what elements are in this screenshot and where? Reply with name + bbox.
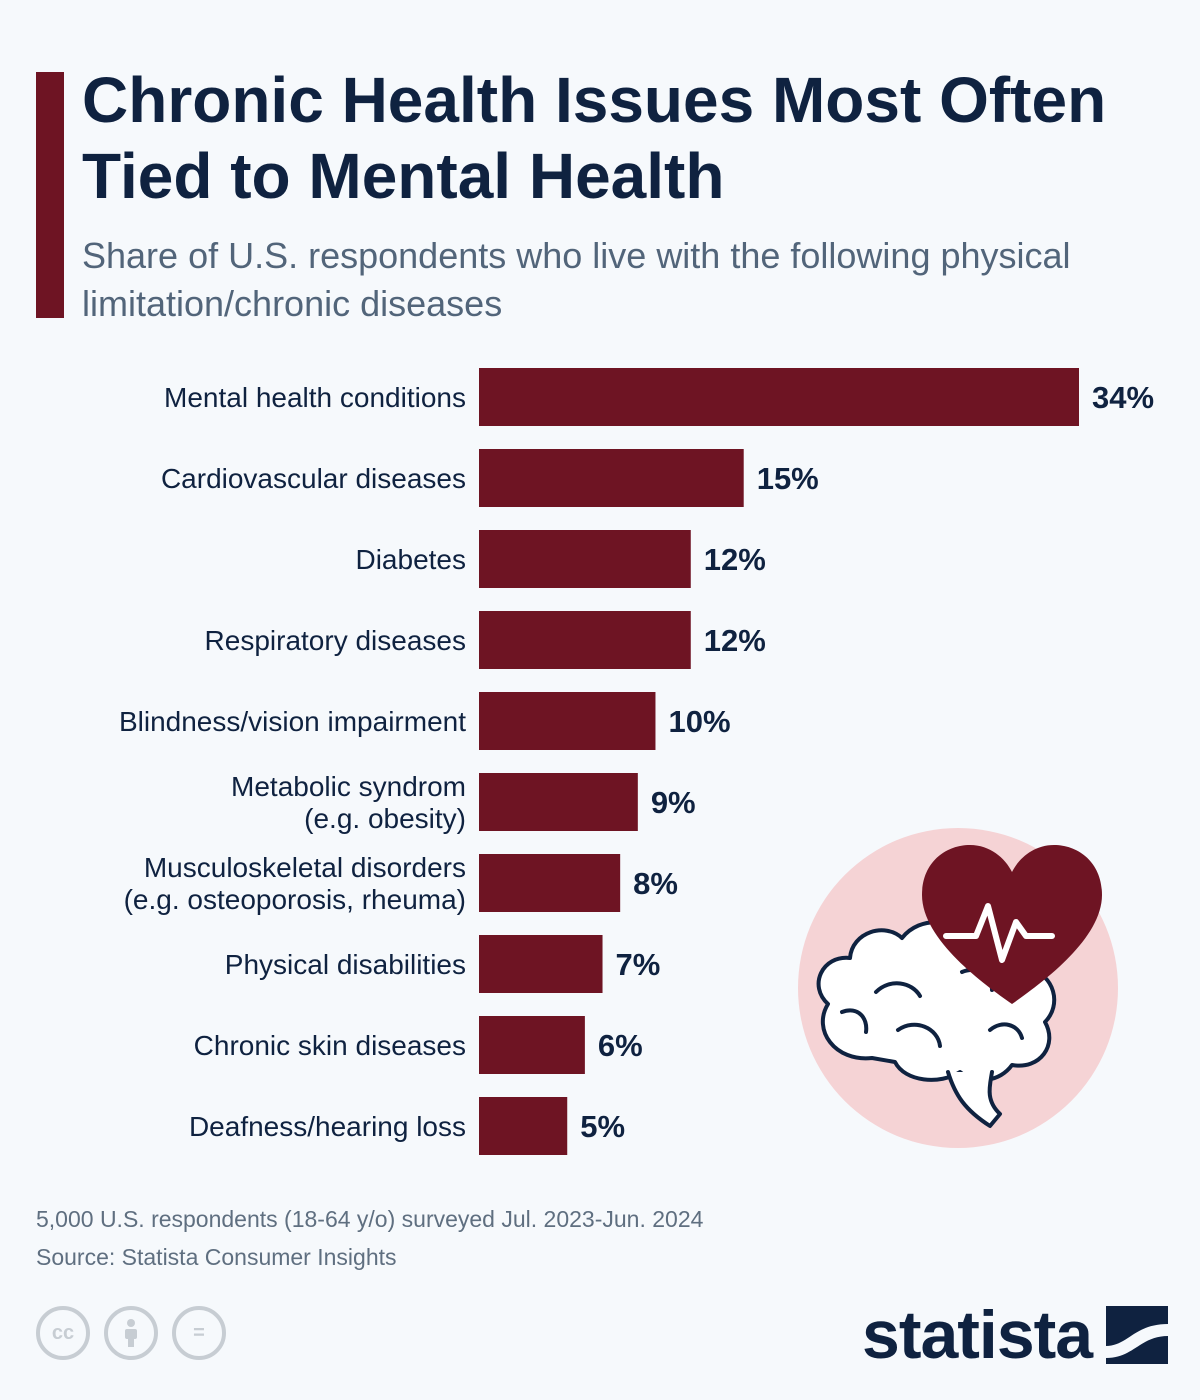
bar [479, 854, 621, 912]
value-label: 8% [633, 866, 678, 901]
value-label: 6% [598, 1028, 643, 1063]
category-label: Musculoskeletal disorders (e.g. osteoporo… [124, 852, 466, 915]
survey-note: 5,000 U.S. respondents (18-64 y/o) surve… [36, 1206, 704, 1232]
statista-logo-icon [1106, 1306, 1169, 1364]
category-label: Chronic skin diseases [194, 1030, 466, 1061]
category-label: Deafness/hearing loss [189, 1111, 466, 1142]
bar-row: 12% Respiratory diseases [205, 611, 766, 669]
value-label: 10% [668, 704, 730, 739]
category-label: Physical disabilities [225, 949, 466, 980]
value-label: 9% [651, 785, 696, 820]
heartbeat-icon [943, 903, 1055, 963]
bar [479, 1097, 568, 1155]
bar [479, 935, 603, 993]
license-icons: cc = [36, 1306, 226, 1360]
statista-logo[interactable]: statista [862, 1296, 1169, 1374]
title-accent-bar [36, 72, 64, 318]
category-label: Mental health conditions [164, 382, 466, 413]
bar [479, 449, 744, 507]
bar [479, 611, 691, 669]
chart-title: Chronic Health Issues Most Often Tied to… [82, 64, 1107, 212]
bar [479, 773, 638, 831]
bar-row: 9% Metabolic syndrom (e.g. obesity) [231, 771, 696, 834]
bar-row: 15% Cardiovascular diseases [161, 449, 819, 507]
bar-row: 10% Blindness/vision impairment [119, 692, 731, 750]
footer-notes: 5,000 U.S. respondents (18-64 y/o) surve… [36, 1200, 703, 1276]
bar-chart: 34% Mental health conditions 15% Cardiovasc… [119, 368, 1154, 1155]
bar [479, 1016, 585, 1074]
no-derivatives-icon[interactable]: = [172, 1306, 226, 1360]
attribution-icon[interactable] [104, 1306, 158, 1360]
bar [479, 530, 691, 588]
bar-row: 6% Chronic skin diseases [194, 1016, 643, 1074]
value-label: 15% [757, 461, 819, 496]
chart-subtitle: Share of U.S. respondents who live with … [82, 235, 1071, 324]
category-label: Blindness/vision impairment [119, 706, 466, 737]
source-note: Source: Statista Consumer Insights [36, 1244, 397, 1270]
bar-row: 8% Musculoskeletal disorders (e.g. osteopo… [124, 852, 678, 915]
value-label: 34% [1092, 380, 1154, 415]
brand-wordmark: statista [862, 1297, 1093, 1373]
category-label: Diabetes [355, 544, 466, 575]
bar-row: 5% Deafness/hearing loss [189, 1097, 625, 1155]
category-label: Respiratory diseases [205, 625, 466, 656]
brain-heart-illustration [798, 828, 1118, 1148]
value-label: 7% [616, 947, 661, 982]
bar-row: 7% Physical disabilities [225, 935, 661, 993]
bar [479, 692, 656, 750]
bar-row: 34% Mental health conditions [164, 368, 1154, 426]
value-label: 12% [704, 623, 766, 658]
category-label: Metabolic syndrom (e.g. obesity) [231, 771, 466, 834]
value-label: 12% [704, 542, 766, 577]
bar-row: 12% Diabetes [355, 530, 766, 588]
value-label: 5% [580, 1109, 625, 1144]
cc-icon[interactable]: cc [36, 1306, 90, 1360]
bar [479, 368, 1079, 426]
category-label: Cardiovascular diseases [161, 463, 466, 494]
